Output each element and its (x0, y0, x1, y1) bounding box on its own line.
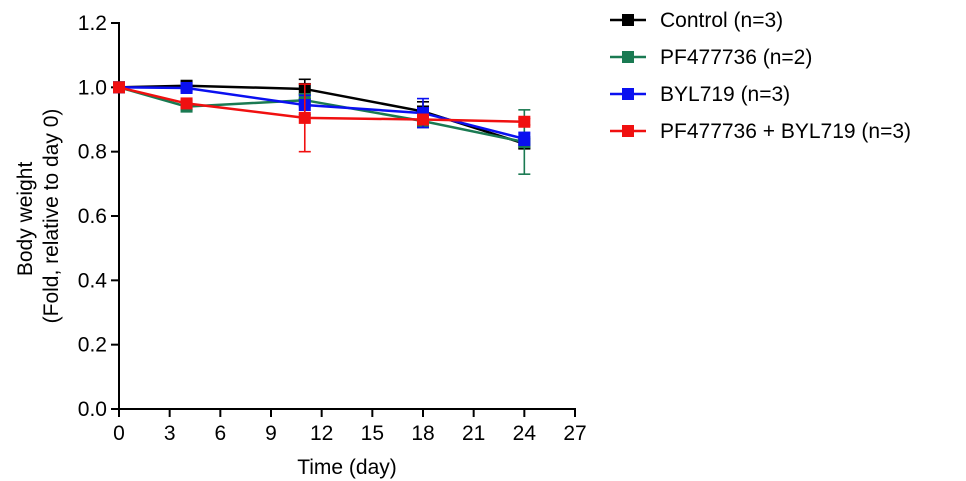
data-point (518, 132, 531, 145)
x-tick-label: 21 (462, 422, 485, 445)
x-tick-label: 3 (164, 422, 176, 445)
data-point (113, 81, 125, 94)
y-axis-title: Body weight (Fold, relative to day 0) (14, 109, 63, 324)
y-tick-label: 0.2 (78, 334, 107, 357)
legend-marker (622, 88, 634, 100)
series-1 (113, 78, 531, 150)
legend-marker (622, 51, 634, 63)
series-layer (113, 78, 531, 175)
series-line (118, 86, 525, 144)
y-axis-title-line-2: (Fold, relative to day 0) (40, 109, 63, 324)
series-line (118, 84, 525, 145)
series-4 (113, 81, 531, 153)
x-tick-label: 24 (513, 422, 537, 445)
x-tick-label: 12 (310, 422, 333, 445)
x-tick-label: 18 (411, 422, 434, 445)
legend-label: PF477736 (n=2) (660, 46, 812, 69)
x-tick-label: 27 (563, 422, 586, 445)
legend: Control (n=3) PF477736 (n=2) BYL719 (n=3) P… (610, 9, 911, 143)
legend-label: PF477736 + BYL719 (n=3) (660, 120, 911, 143)
y-tick-label: 0.6 (78, 205, 107, 228)
legend-item: Control (n=3) (610, 9, 783, 32)
legend-label: Control (n=3) (660, 9, 783, 32)
data-point (518, 115, 531, 128)
series-line (118, 86, 525, 141)
legend-item: BYL719 (n=3) (610, 83, 790, 106)
x-tick-label: 0 (113, 422, 125, 445)
axes: 0 3 6 9 12 15 18 21 24 27 0.0 0.2 0.4 0.6 0.8 1.0 1.2 (78, 12, 587, 445)
x-axis-title: Time (day) (297, 456, 397, 479)
data-point (298, 111, 311, 124)
data-point (180, 97, 193, 110)
series-2 (113, 81, 531, 175)
x-tick-label: 15 (361, 422, 384, 445)
legend-label: BYL719 (n=3) (660, 83, 790, 106)
y-tick-label: 0.4 (78, 269, 108, 292)
data-point (417, 113, 429, 126)
x-tick-label: 9 (265, 422, 277, 445)
x-tick-label: 6 (214, 422, 226, 445)
y-tick-label: 1.2 (78, 12, 107, 35)
y-tick-label: 0.8 (78, 141, 107, 164)
y-tick-label: 0.0 (78, 398, 107, 421)
legend-item: PF477736 + BYL719 (n=3) (610, 120, 911, 143)
legend-marker (622, 125, 634, 137)
data-point (180, 81, 193, 94)
y-tick-label: 1.0 (78, 76, 107, 99)
legend-item: PF477736 (n=2) (610, 46, 812, 69)
legend-marker (622, 14, 634, 26)
y-axis-title-line-1: Body weight (14, 162, 37, 277)
